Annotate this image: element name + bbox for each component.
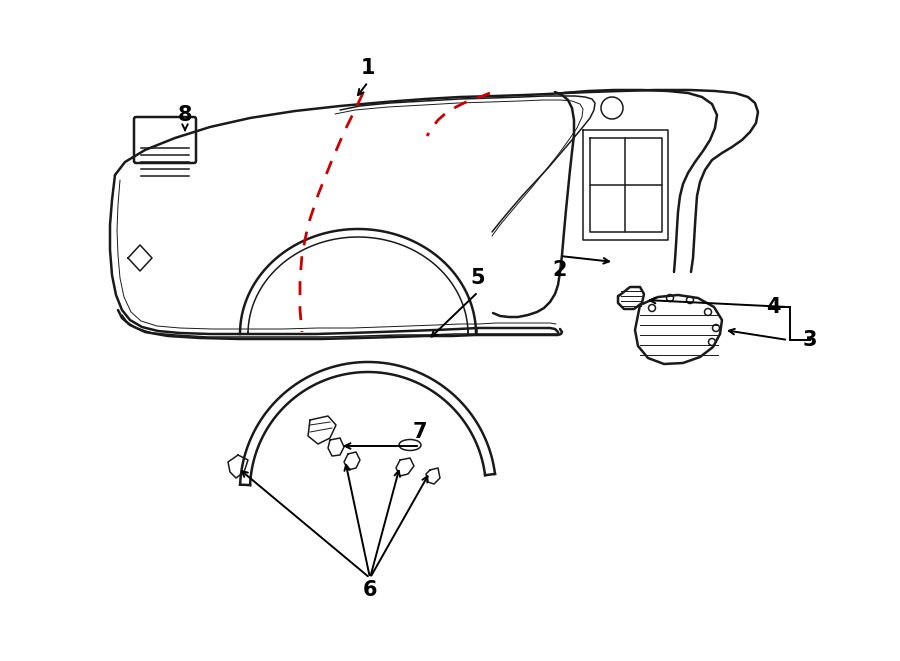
Text: 2: 2	[553, 260, 567, 280]
Text: 6: 6	[363, 580, 377, 600]
Text: 1: 1	[361, 58, 375, 78]
Text: 5: 5	[471, 268, 485, 288]
Text: 8: 8	[178, 105, 193, 125]
Text: 4: 4	[766, 297, 780, 317]
Text: 3: 3	[803, 330, 817, 350]
Text: 7: 7	[413, 422, 428, 442]
